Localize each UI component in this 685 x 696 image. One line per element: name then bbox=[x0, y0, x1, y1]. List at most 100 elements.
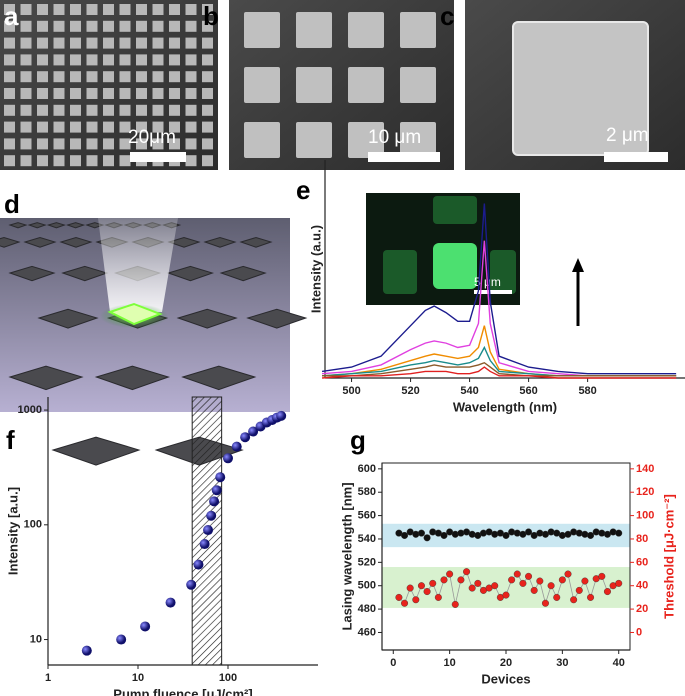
pillar bbox=[185, 4, 197, 15]
data-point bbox=[615, 579, 623, 587]
pillar bbox=[119, 4, 131, 15]
data-point bbox=[140, 621, 151, 632]
scale-bar-label: 2 μm bbox=[606, 125, 649, 146]
pillar bbox=[20, 54, 32, 66]
pillar bbox=[4, 71, 15, 83]
data-point bbox=[81, 645, 92, 656]
y2-tick-label: 100 bbox=[636, 510, 654, 522]
y2-axis-label: Threshold [μJ·cm⁻²] bbox=[661, 494, 676, 619]
scale-bar bbox=[130, 152, 186, 162]
plate bbox=[8, 222, 28, 229]
data-point bbox=[231, 441, 242, 452]
y2-tick-label: 120 bbox=[636, 486, 654, 498]
pillar bbox=[152, 104, 164, 116]
pillar bbox=[37, 104, 48, 116]
data-point bbox=[186, 579, 197, 590]
pillar bbox=[53, 121, 65, 133]
panel-letter: d bbox=[4, 189, 20, 219]
pillar bbox=[20, 121, 32, 133]
pillar bbox=[119, 88, 131, 99]
pillar bbox=[37, 121, 48, 133]
pillar bbox=[20, 104, 32, 116]
scale-bar bbox=[474, 290, 512, 294]
data-point bbox=[513, 570, 521, 578]
pillar bbox=[136, 104, 147, 116]
pillar bbox=[244, 122, 280, 158]
plate bbox=[46, 222, 67, 229]
plate bbox=[65, 222, 86, 229]
data-point bbox=[491, 582, 499, 590]
data-point bbox=[423, 588, 431, 596]
data-point bbox=[406, 584, 414, 592]
pillar bbox=[119, 155, 131, 167]
data-point bbox=[513, 529, 521, 537]
pillar bbox=[400, 67, 436, 103]
x-tick-label: 20 bbox=[500, 657, 512, 669]
pillar bbox=[70, 88, 81, 99]
data-point bbox=[587, 593, 595, 601]
pillar bbox=[152, 54, 164, 66]
scale-bar-label: 10 μm bbox=[368, 127, 421, 148]
pillar bbox=[86, 138, 98, 150]
pillar bbox=[70, 155, 81, 167]
plate bbox=[0, 236, 21, 248]
pillar bbox=[4, 104, 15, 116]
plate bbox=[59, 236, 93, 248]
data-point bbox=[209, 496, 220, 507]
pillar bbox=[202, 37, 213, 49]
pillar bbox=[37, 20, 48, 32]
data-point bbox=[502, 531, 510, 539]
panel-letter: e bbox=[296, 175, 310, 205]
pillar bbox=[103, 37, 114, 49]
x-tick-label: 580 bbox=[578, 385, 596, 397]
pillar bbox=[86, 121, 98, 133]
pillar bbox=[103, 138, 114, 150]
pillar bbox=[70, 37, 81, 49]
pillar bbox=[86, 71, 98, 83]
plate bbox=[23, 236, 57, 248]
spectrum-line bbox=[321, 366, 677, 379]
plate bbox=[176, 308, 238, 329]
data-point bbox=[199, 539, 210, 550]
data-point bbox=[423, 534, 431, 542]
pillar bbox=[70, 104, 81, 116]
pillar bbox=[348, 12, 384, 48]
y-tick-label: 540 bbox=[358, 533, 376, 545]
pumped-plate bbox=[107, 302, 163, 326]
pillar bbox=[37, 4, 48, 15]
x-tick-label: 1 bbox=[45, 672, 51, 684]
pillar bbox=[136, 54, 147, 66]
pillar bbox=[70, 121, 81, 133]
x-tick-label: 100 bbox=[219, 672, 237, 684]
x-tick-label: 10 bbox=[132, 672, 144, 684]
data-point bbox=[525, 572, 533, 580]
data-point bbox=[575, 529, 583, 537]
pillar bbox=[53, 4, 65, 15]
y-tick-label: 600 bbox=[358, 463, 376, 475]
x-axis-label: Wavelength (nm) bbox=[453, 399, 557, 414]
pillar bbox=[244, 12, 280, 48]
data-point bbox=[248, 426, 259, 437]
plate bbox=[219, 265, 267, 282]
plate bbox=[27, 222, 47, 229]
pillar bbox=[202, 4, 213, 15]
data-point bbox=[440, 576, 448, 584]
pillar bbox=[136, 88, 147, 99]
plate bbox=[166, 265, 215, 282]
panel-letter: b bbox=[203, 1, 219, 31]
plate bbox=[167, 236, 201, 248]
pillar bbox=[70, 71, 81, 83]
pillar bbox=[103, 121, 114, 133]
pillar bbox=[20, 37, 32, 49]
y-tick-label: 520 bbox=[358, 556, 376, 568]
y-tick-label: 580 bbox=[358, 486, 376, 498]
pillar bbox=[37, 138, 48, 150]
data-point bbox=[587, 531, 595, 539]
data-point bbox=[446, 570, 454, 578]
data-point bbox=[401, 599, 409, 607]
plate bbox=[8, 365, 84, 391]
pillar bbox=[136, 4, 147, 15]
panel-letter: f bbox=[6, 425, 15, 455]
pillar bbox=[86, 54, 98, 66]
